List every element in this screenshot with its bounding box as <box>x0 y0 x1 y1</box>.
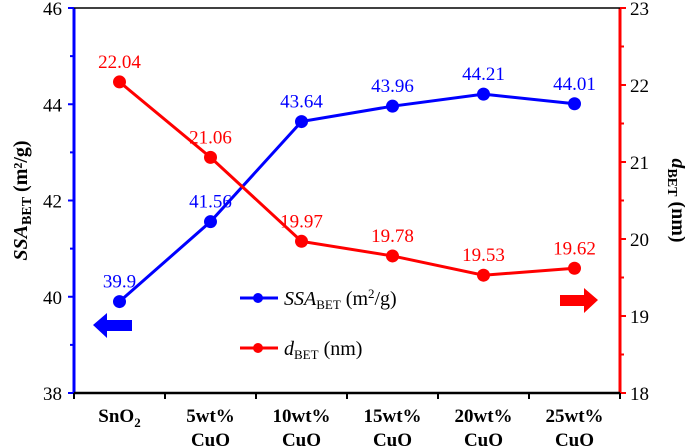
x-tick-label-line2: CuO <box>555 430 594 448</box>
data-label: 19.97 <box>280 211 323 232</box>
data-point <box>113 295 126 309</box>
data-label: 43.96 <box>371 76 414 97</box>
x-tick-label-line2: CuO <box>464 430 503 448</box>
x-tick-label: 15wt% <box>363 406 421 427</box>
data-point <box>204 215 217 229</box>
data-label: 44.01 <box>553 74 596 95</box>
right-axis-title: dBET (nm) <box>664 158 685 242</box>
data-point <box>386 249 399 263</box>
right-arrow-icon <box>560 288 598 313</box>
series-line-1 <box>118 80 575 277</box>
legend-label: SSABET (m2/g) <box>284 286 397 312</box>
x-tick-label: 10wt% <box>272 406 330 427</box>
legend-label: dBET (nm) <box>284 338 362 362</box>
left-tick-label: 38 <box>43 384 62 405</box>
data-label: 43.64 <box>280 92 323 113</box>
left-tick-label: 44 <box>43 95 63 116</box>
data-label: 19.53 <box>462 245 505 266</box>
series-line-0 <box>118 92 575 303</box>
left-tick-label: 40 <box>43 288 62 309</box>
left-arrow-icon <box>93 313 132 338</box>
right-tick-label: 19 <box>630 307 649 328</box>
right-tick-label: 20 <box>630 230 649 251</box>
data-point <box>477 268 490 282</box>
data-label: 41.56 <box>189 192 232 213</box>
right-tick-label: 21 <box>630 153 649 174</box>
right-tick-label: 18 <box>630 384 649 405</box>
x-tick-label: 25wt% <box>545 406 603 427</box>
x-tick-label: 5wt% <box>186 406 235 427</box>
x-tick-label: SnO2 <box>98 406 140 430</box>
legend-marker <box>253 293 263 303</box>
left-tick-label: 42 <box>43 192 62 213</box>
x-tick-label-line2: CuO <box>282 430 321 448</box>
x-tick-label-line2: CuO <box>191 430 230 448</box>
data-point <box>295 234 308 248</box>
right-tick-label: 23 <box>630 0 649 20</box>
data-label: 39.9 <box>103 272 136 293</box>
data-point <box>113 75 126 89</box>
data-label: 19.78 <box>371 226 414 247</box>
left-tick-label: 46 <box>43 0 62 20</box>
data-point <box>568 97 581 111</box>
data-label: 22.04 <box>98 52 141 73</box>
data-point <box>477 87 490 101</box>
x-tick-label: 20wt% <box>454 406 512 427</box>
legend-marker <box>253 343 263 353</box>
data-label: 44.21 <box>462 64 505 85</box>
right-tick-label: 22 <box>630 76 649 97</box>
data-point <box>204 150 217 164</box>
data-point <box>568 261 581 275</box>
left-axis-title: SSABET (m²/g) <box>10 140 35 260</box>
data-label: 21.06 <box>189 127 232 148</box>
data-label: 19.62 <box>553 238 596 259</box>
data-point <box>295 115 308 129</box>
data-point <box>386 99 399 113</box>
x-tick-label-line2: CuO <box>373 430 412 448</box>
